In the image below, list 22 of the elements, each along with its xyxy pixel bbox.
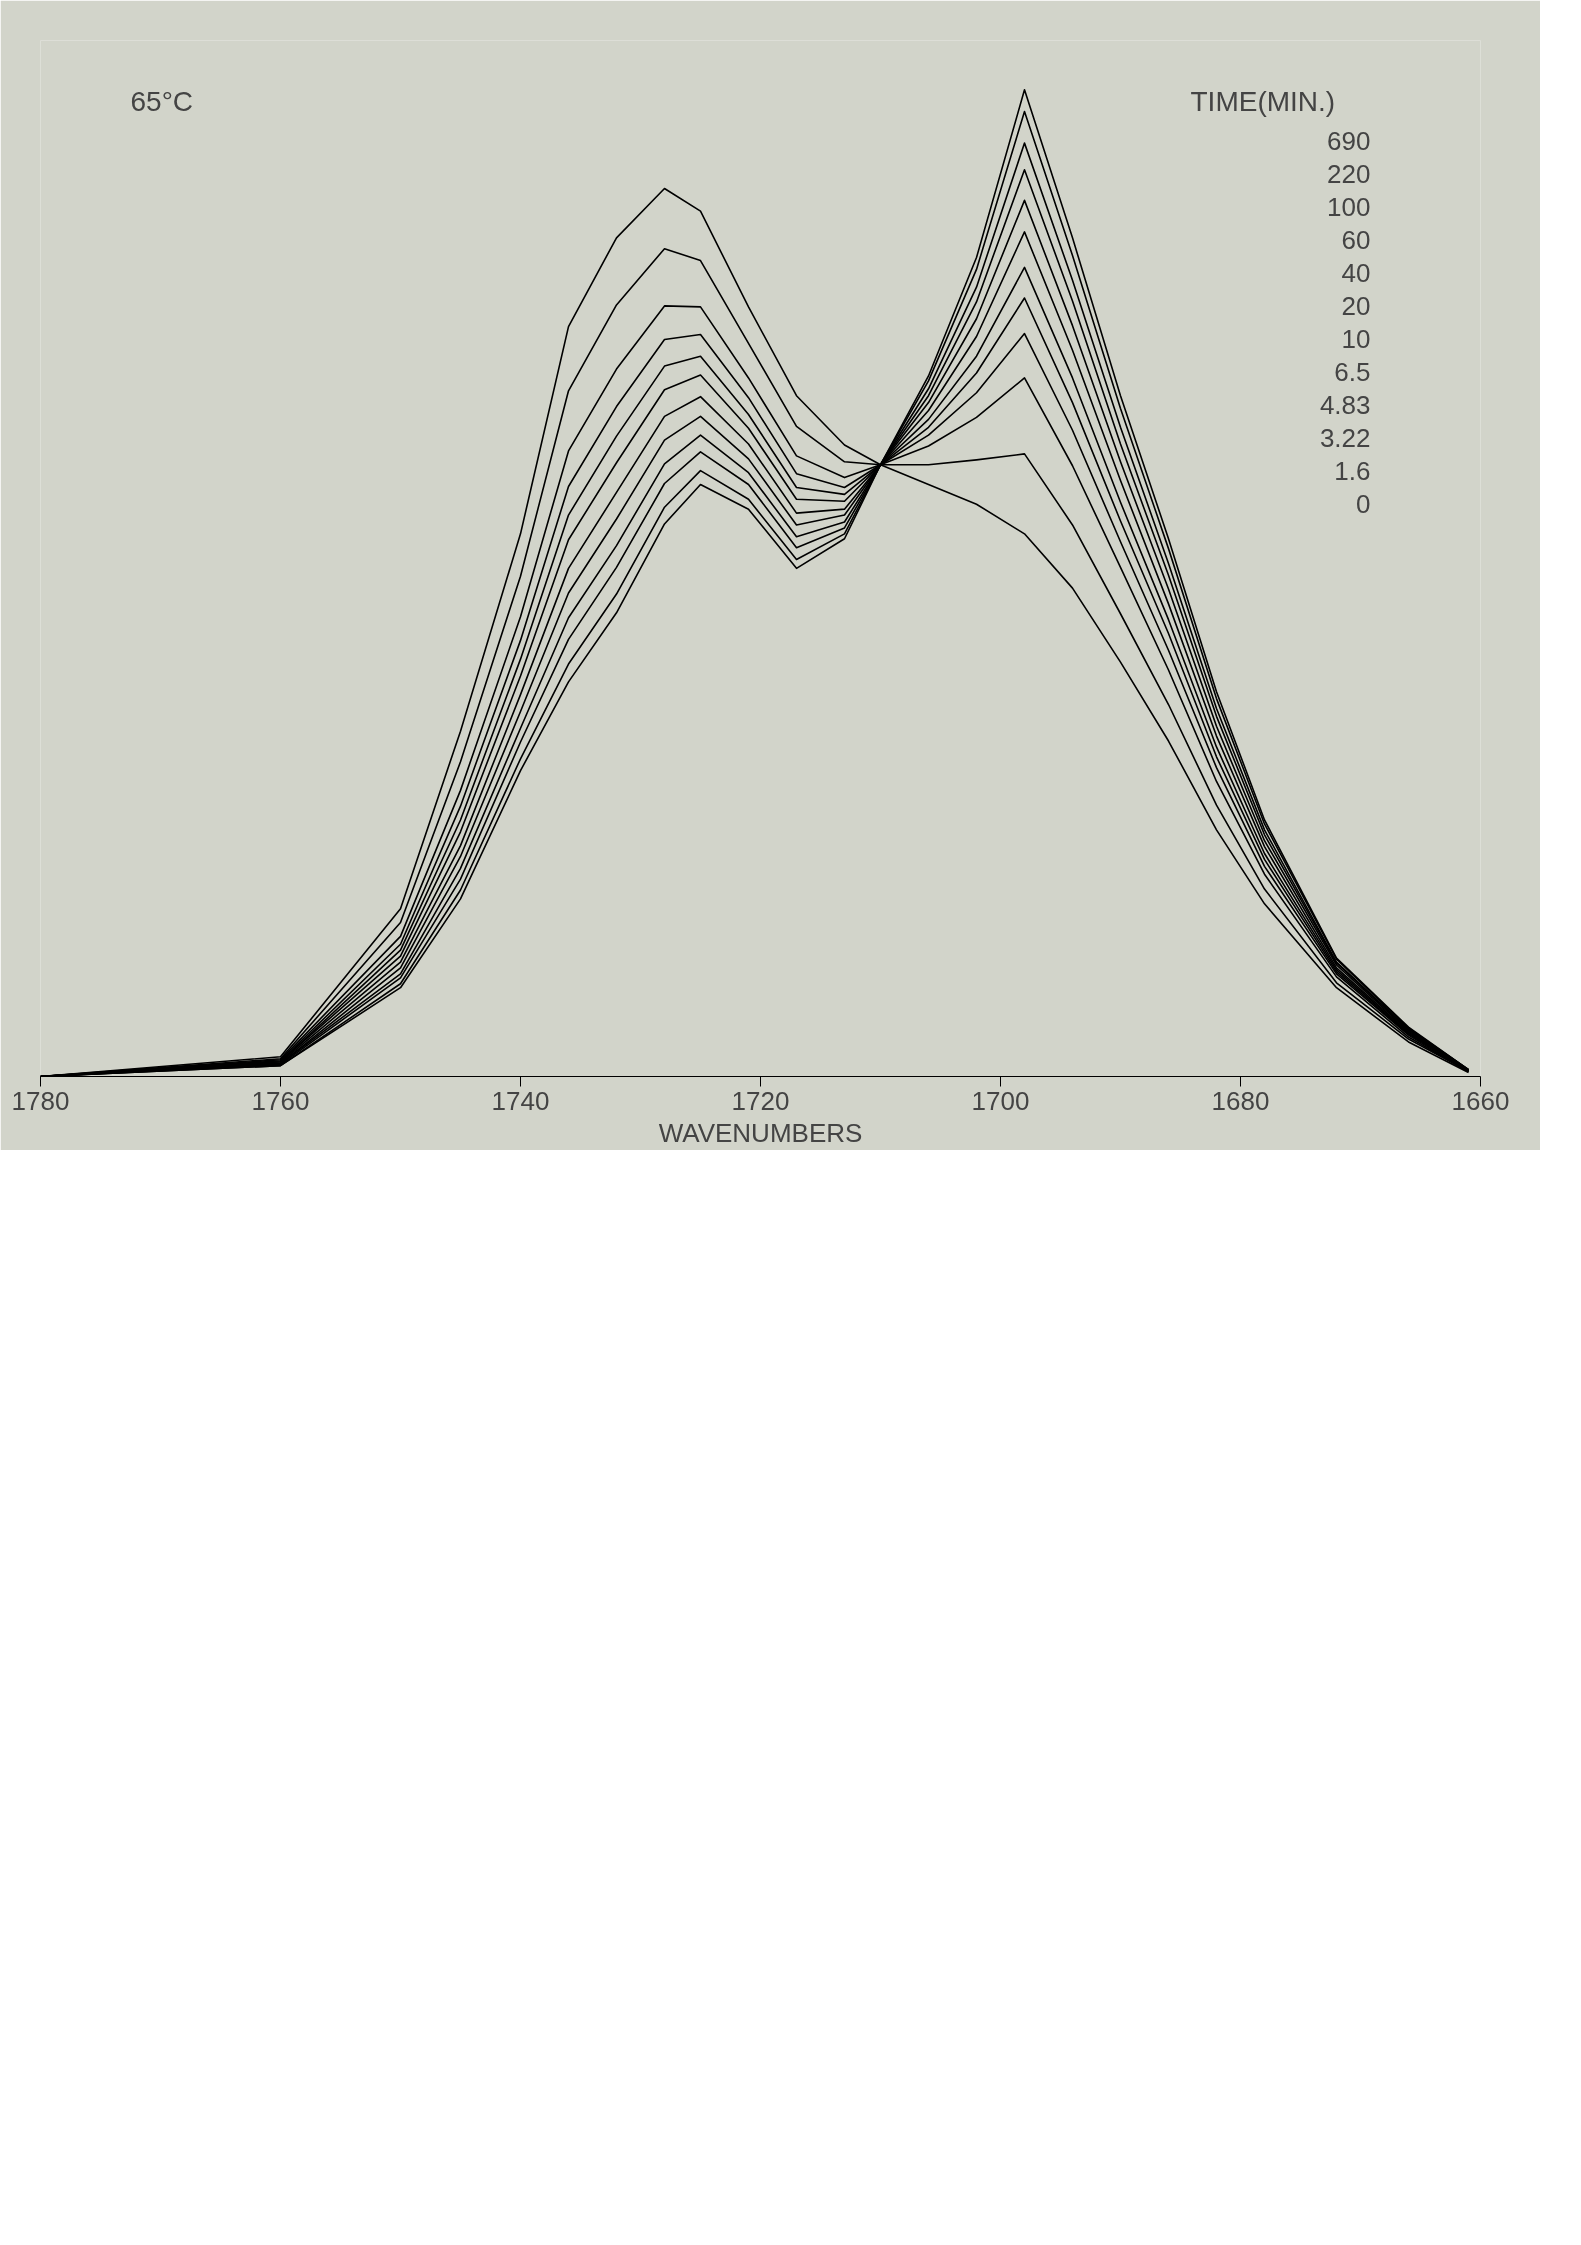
annotation: 60 xyxy=(1341,224,1371,255)
annotation: 4.83 xyxy=(1319,389,1371,420)
annotation: 20 xyxy=(1341,290,1371,321)
annotation: TIME(MIN.) xyxy=(1190,85,1336,117)
x-tick-label: 1660 xyxy=(1451,1085,1510,1116)
annotation: 690 xyxy=(1327,125,1371,156)
annotation: 65°C xyxy=(130,85,194,117)
x-tick-label: 1700 xyxy=(971,1085,1030,1116)
annotation: 220 xyxy=(1327,158,1371,189)
annotation: 1.6 xyxy=(1334,455,1371,486)
x-tick-label: 1760 xyxy=(251,1085,310,1116)
annotation: 6.5 xyxy=(1334,356,1371,387)
x-tick-label: 1740 xyxy=(491,1085,550,1116)
x-axis-title: WAVENUMBERS xyxy=(658,1117,863,1148)
annotation: 100 xyxy=(1327,191,1371,222)
x-tick-label: 1780 xyxy=(11,1085,70,1116)
x-tick-label: 1720 xyxy=(731,1085,790,1116)
annotation: 3.22 xyxy=(1319,422,1371,453)
x-tick-label: 1680 xyxy=(1211,1085,1270,1116)
annotation: 10 xyxy=(1341,323,1371,354)
annotation: 40 xyxy=(1341,257,1371,288)
annotation: 0 xyxy=(1356,488,1371,519)
